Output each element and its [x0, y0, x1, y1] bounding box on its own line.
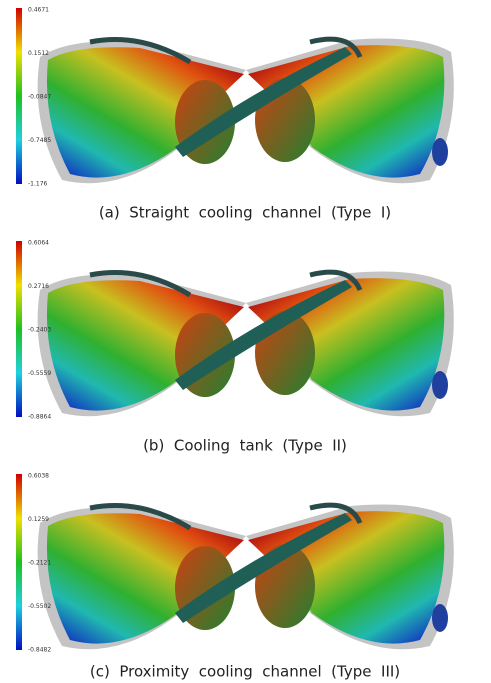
caption: (b) Cooling tank (Type II) — [143, 437, 347, 455]
color-bar-label: 0.4671 — [28, 7, 49, 14]
color-bar-label: -0.8482 — [28, 647, 51, 654]
simulation-image — [38, 39, 454, 184]
color-bar-label: -0.0847 — [28, 94, 51, 101]
color-bar-label: 0.2716 — [28, 283, 49, 290]
color-bar-label: 0.6038 — [28, 473, 49, 480]
color-bar-label: -0.5559 — [28, 370, 51, 377]
color-bar-label: -0.7485 — [28, 137, 51, 144]
color-bar-label: 0.1259 — [28, 516, 49, 523]
color-bar — [16, 474, 22, 650]
color-bar-label: 0.6064 — [28, 240, 49, 247]
color-bar-label: -0.5502 — [28, 603, 51, 610]
simulation-image — [38, 272, 454, 417]
color-bar-label: -0.8864 — [28, 414, 51, 421]
caption: (a) Straight cooling channel (Type I) — [99, 204, 391, 222]
color-bar-label: -0.2121 — [28, 560, 51, 567]
simulation-image — [38, 505, 454, 650]
color-bar — [16, 241, 22, 417]
color-bar-label: -1.176 — [28, 181, 48, 188]
color-bar-label: -0.2403 — [28, 327, 51, 334]
figure: 0.4671 0.1512 -0.0847 -0.7485 -1.176 (a) Stra… — [0, 0, 491, 683]
caption: (c) Proximity cooling channel (Type III) — [90, 663, 400, 681]
color-bar-label: 0.1512 — [28, 50, 49, 57]
color-bar — [16, 8, 22, 184]
